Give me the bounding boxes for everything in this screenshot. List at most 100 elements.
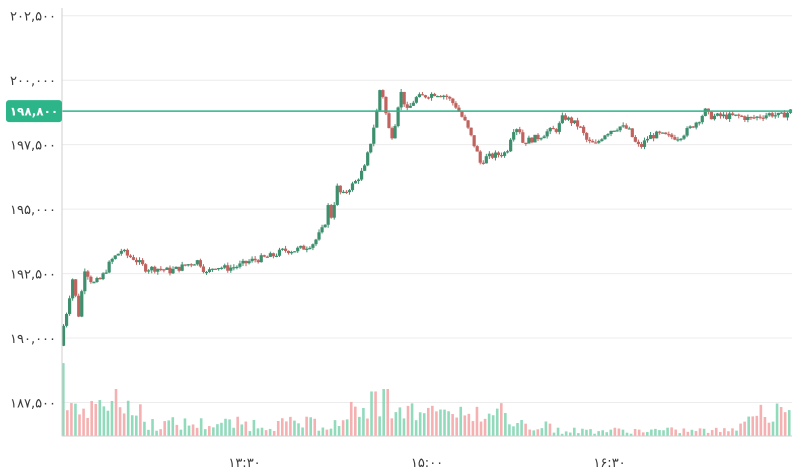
candle-body-10 xyxy=(92,282,96,284)
volume-bar-144 xyxy=(646,432,649,436)
candle-body-171 xyxy=(582,126,586,133)
candle-body-111 xyxy=(399,91,403,108)
volume-bar-45 xyxy=(244,421,248,436)
candle-body-238 xyxy=(785,112,790,118)
volume-bar-66 xyxy=(329,428,333,436)
candle-body-189 xyxy=(636,141,640,145)
volume-bar-81 xyxy=(390,418,394,436)
candle-body-6 xyxy=(80,291,84,317)
candle-body-78 xyxy=(299,245,303,248)
candle-body-163 xyxy=(557,123,561,132)
current-price-badge-bg xyxy=(6,100,62,123)
volume-bar-142 xyxy=(637,429,641,436)
volume-bar-23 xyxy=(155,430,158,436)
candle-body-237 xyxy=(782,112,786,118)
volume-bar-6 xyxy=(86,417,89,436)
volume-bar-82 xyxy=(394,412,398,436)
candle-body-114 xyxy=(408,105,412,108)
candle-body-230 xyxy=(761,117,765,119)
candle-body-29 xyxy=(150,266,154,271)
candle-body-92 xyxy=(341,191,345,194)
candle-body-58 xyxy=(238,263,242,267)
volume-bar-24 xyxy=(159,429,162,436)
candle-body-25 xyxy=(137,260,142,263)
volume-bar-111 xyxy=(512,426,515,436)
volume-bar-167 xyxy=(739,423,742,436)
volume-bar-122 xyxy=(556,427,560,436)
volume-bar-113 xyxy=(520,419,523,436)
volume-bar-126 xyxy=(573,427,576,436)
volume-bar-52 xyxy=(272,430,276,436)
candle-body-5 xyxy=(77,295,81,317)
volume-bar-64 xyxy=(321,427,325,436)
candle-body-74 xyxy=(287,250,291,254)
candle-body-71 xyxy=(277,249,282,256)
candle-body-65 xyxy=(259,255,263,263)
volume-bar-106 xyxy=(491,415,495,436)
volume-bar-39 xyxy=(220,422,223,436)
volume-bar-89 xyxy=(422,413,426,436)
candle-body-8 xyxy=(86,271,90,277)
volume-bar-117 xyxy=(536,429,540,436)
volume-bar-12 xyxy=(110,400,114,436)
candle-body-46 xyxy=(201,266,206,273)
candle-body-33 xyxy=(162,269,166,271)
candle-body-66 xyxy=(262,255,266,257)
volume-bar-125 xyxy=(568,432,572,436)
candle-body-117 xyxy=(417,94,421,98)
candle-body-84 xyxy=(317,232,321,240)
volume-bar-138 xyxy=(621,429,625,436)
candle-body-100 xyxy=(366,152,370,166)
candle-body-40 xyxy=(183,264,187,266)
volume-bar-68 xyxy=(337,426,341,436)
volume-bar-4 xyxy=(78,414,81,436)
candle-body-49 xyxy=(210,268,215,270)
volume-bar-17 xyxy=(130,415,134,436)
candle-body-182 xyxy=(615,130,619,132)
candle-body-24 xyxy=(134,259,139,263)
candle-body-140 xyxy=(487,153,491,157)
candle-body-57 xyxy=(235,266,239,269)
candle-body-146 xyxy=(506,151,510,153)
candle-body-103 xyxy=(375,110,379,128)
volume-bar-33 xyxy=(195,427,199,436)
volume-bar-152 xyxy=(678,433,682,436)
volume-bar-29 xyxy=(179,429,183,436)
candle-body-161 xyxy=(551,127,555,130)
candle-body-183 xyxy=(618,126,622,131)
candle-body-126 xyxy=(445,95,449,97)
candle-body-180 xyxy=(609,130,613,134)
candle-body-89 xyxy=(332,204,336,218)
volume-bar-91 xyxy=(431,405,434,436)
volume-bar-136 xyxy=(613,427,617,436)
candle-body-195 xyxy=(655,131,659,139)
volume-bar-51 xyxy=(268,428,272,436)
volume-bar-99 xyxy=(463,415,467,436)
volume-bar-175 xyxy=(771,421,775,436)
volume-bar-8 xyxy=(94,403,98,436)
volume-bar-1 xyxy=(66,410,69,436)
candle-body-225 xyxy=(746,116,750,120)
candle-body-31 xyxy=(156,268,160,272)
candle-body-9 xyxy=(89,276,93,283)
y-tick-label-4: ۱۹۷,۵۰۰ xyxy=(10,139,56,154)
volume-bar-9 xyxy=(98,400,102,436)
candle-body-193 xyxy=(648,135,653,139)
volume-bar-137 xyxy=(617,428,621,436)
volume-bar-10 xyxy=(102,406,106,436)
candle-body-124 xyxy=(439,95,443,98)
volume-bar-58 xyxy=(297,423,300,436)
y-tick-label-1: ۱۹۰,۰۰۰ xyxy=(10,332,56,347)
candle-body-45 xyxy=(198,260,202,267)
volume-bar-130 xyxy=(589,429,592,436)
candle-body-67 xyxy=(265,256,269,258)
volume-bar-129 xyxy=(585,429,588,436)
candle-body-173 xyxy=(588,139,592,142)
candle-body-4 xyxy=(74,279,78,296)
candle-body-104 xyxy=(378,90,382,111)
volume-bar-53 xyxy=(276,420,280,436)
volume-bar-11 xyxy=(106,410,110,436)
candle-body-167 xyxy=(569,117,574,124)
candle-body-42 xyxy=(189,264,193,266)
